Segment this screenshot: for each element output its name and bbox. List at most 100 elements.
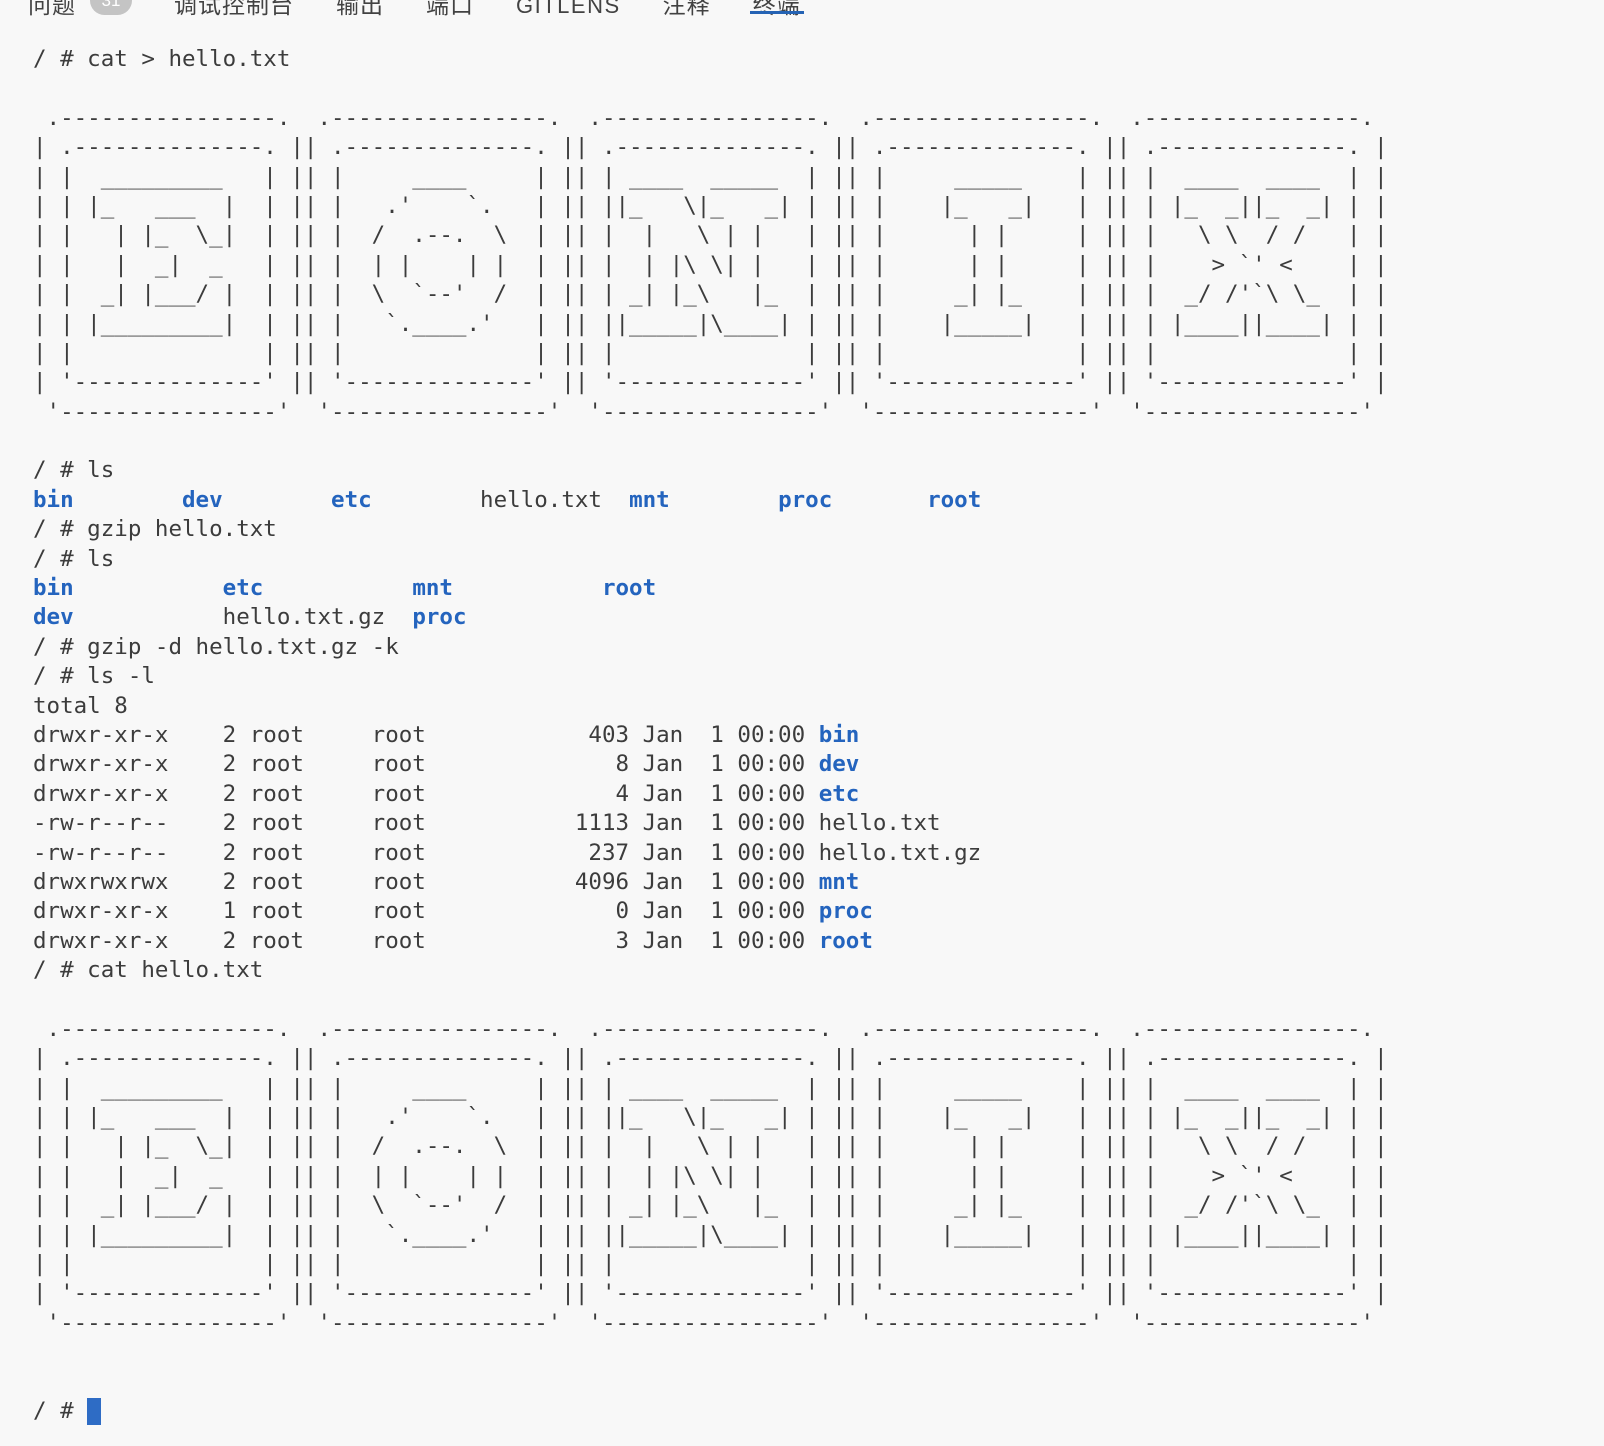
terminal-line: bin etc mnt root bbox=[33, 574, 1604, 603]
terminal-text: | | | || | | || | | || | | || | | | bbox=[33, 1251, 1388, 1278]
panel-tab-debug-console[interactable]: 调试控制台 bbox=[174, 0, 294, 16]
terminal-line: drwxr-xr-x 2 root root 3 Jan 1 00:00 roo… bbox=[33, 927, 1604, 956]
terminal-line: bin dev etc hello.txt mnt proc root bbox=[33, 486, 1604, 515]
terminal-text: | .--------------. || .--------------. |… bbox=[33, 134, 1388, 161]
terminal-line: | | _| |___/ | | || | \ `--' / | || | _|… bbox=[33, 280, 1604, 309]
terminal-text-blue: bin bbox=[818, 721, 860, 748]
terminal-line: / # gzip hello.txt bbox=[33, 515, 1604, 544]
terminal-output[interactable]: / # cat > hello.txt .----------------. .… bbox=[0, 16, 1604, 1426]
terminal-text: drwxr-xr-x 2 root root 403 Jan 1 00:00 bbox=[33, 721, 819, 748]
terminal-text bbox=[74, 575, 223, 601]
terminal-text: -rw-r--r-- 2 root root 1113 Jan 1 00:00 … bbox=[33, 810, 941, 837]
terminal-line: -rw-r--r-- 2 root root 1113 Jan 1 00:00 … bbox=[33, 809, 1604, 838]
terminal-line: drwxr-xr-x 2 root root 4 Jan 1 00:00 etc bbox=[33, 780, 1604, 809]
terminal-text: total 8 bbox=[33, 692, 128, 719]
terminal-text: / # gzip hello.txt bbox=[33, 516, 277, 543]
terminal-text-blue: root bbox=[601, 575, 657, 602]
terminal-text: / # ls bbox=[33, 545, 115, 572]
panel-tab-problems[interactable]: 问题 31 bbox=[28, 0, 132, 16]
terminal-line: | | | |_ \_| | || | / .--. \ | || | | \ … bbox=[33, 221, 1604, 250]
terminal-text: | '--------------' || '--------------' |… bbox=[33, 1280, 1388, 1307]
panel-tab-label: 问题 bbox=[28, 0, 76, 16]
terminal-text-blue: mnt bbox=[818, 868, 860, 895]
terminal-text: | | _________ | || | ____ | || | ____ __… bbox=[33, 1074, 1388, 1101]
terminal-text: | | | _| _ | || | | | | | | || | | |\ \|… bbox=[33, 1162, 1388, 1189]
terminal-text: | | |_________| | || | `.____.' | || ||_… bbox=[33, 310, 1388, 337]
terminal-text-blue: dev bbox=[818, 751, 860, 778]
terminal-line: | .--------------. || .--------------. |… bbox=[33, 133, 1604, 162]
terminal-line: '----------------' '----------------' '-… bbox=[33, 1309, 1604, 1338]
terminal-text bbox=[453, 575, 602, 601]
terminal-line: | | |_________| | || | `.____.' | || ||_… bbox=[33, 1221, 1604, 1250]
terminal-line: .----------------. .----------------. .-… bbox=[33, 1015, 1604, 1044]
panel-tab-bar: 问题 31 调试控制台 输出 端口 GITLENS 注释 终端 bbox=[0, 0, 1604, 16]
terminal-line bbox=[33, 74, 1604, 103]
terminal-text-blue: mnt bbox=[412, 575, 453, 602]
terminal-text: | | _| |___/ | | || | \ `--' / | || | _|… bbox=[33, 281, 1388, 308]
terminal-text: hello.txt.gz bbox=[222, 604, 413, 631]
terminal-text: / # bbox=[33, 1397, 88, 1424]
terminal-text: / # ls -l bbox=[33, 663, 155, 690]
terminal-line: | | | _| _ | || | | | | | | || | | |\ \|… bbox=[33, 251, 1604, 280]
terminal-text: | | | || | | || | | || | | || | | | bbox=[33, 339, 1388, 366]
terminal-text: / # cat > hello.txt bbox=[33, 46, 291, 72]
terminal-text-blue: proc bbox=[412, 604, 467, 631]
terminal-text bbox=[74, 487, 182, 513]
panel-tab-output[interactable]: 输出 bbox=[336, 0, 384, 16]
terminal-text: | | |_ ___ | | || | .' `. | || ||_ \|_ _… bbox=[33, 1104, 1388, 1131]
terminal-text-blue: etc bbox=[222, 575, 264, 602]
terminal-line: | | |_ ___ | | || | .' `. | || ||_ \|_ _… bbox=[33, 192, 1604, 221]
terminal-line: | .--------------. || .--------------. |… bbox=[33, 1044, 1604, 1073]
terminal-line bbox=[33, 427, 1604, 456]
terminal-line: / # cat hello.txt bbox=[33, 956, 1604, 985]
terminal-text-blue: etc bbox=[331, 486, 372, 513]
panel-tab-ports[interactable]: 端口 bbox=[426, 0, 474, 16]
terminal-line: | | | || | | || | | || | | || | | | bbox=[33, 339, 1604, 368]
panel-tab-label: 终端 bbox=[752, 0, 801, 16]
terminal-line: | | _________ | || | ____ | || | ____ __… bbox=[33, 163, 1604, 192]
terminal-text: | | _________ | || | ____ | || | ____ __… bbox=[33, 163, 1388, 190]
terminal-text bbox=[223, 487, 331, 513]
terminal-text: .----------------. .----------------. .-… bbox=[33, 1015, 1388, 1042]
terminal-text bbox=[263, 575, 412, 601]
terminal-line: .----------------. .----------------. .-… bbox=[33, 104, 1604, 133]
terminal-line: | | | || | | || | | || | | || | | | bbox=[33, 1250, 1604, 1279]
terminal-text-blue: dev bbox=[33, 604, 74, 631]
terminal-text-blue: root bbox=[927, 486, 982, 513]
terminal-text: / # gzip -d hello.txt.gz -k bbox=[33, 633, 399, 660]
terminal-line: drwxr-xr-x 2 root root 8 Jan 1 00:00 dev bbox=[33, 750, 1604, 779]
terminal-line: / # ls bbox=[33, 545, 1604, 574]
panel-tab-gitlens[interactable]: GITLENS bbox=[516, 0, 621, 16]
terminal-line: | | _________ | || | ____ | || | ____ __… bbox=[33, 1074, 1604, 1103]
terminal-line: / # ls bbox=[33, 456, 1604, 485]
terminal-text: drwxr-xr-x 1 root root 0 Jan 1 00:00 bbox=[33, 898, 819, 925]
terminal-text: / # cat hello.txt bbox=[33, 957, 264, 984]
terminal-text: | | _| |___/ | | || | \ `--' / | || | _|… bbox=[33, 1192, 1388, 1219]
terminal-text bbox=[74, 604, 223, 630]
terminal-text-blue: dev bbox=[182, 486, 223, 513]
terminal-line: | '--------------' || '--------------' |… bbox=[33, 368, 1604, 397]
terminal-line bbox=[33, 986, 1604, 1015]
terminal-text bbox=[670, 487, 778, 513]
terminal-line: | | |_________| | || | `.____.' | || ||_… bbox=[33, 310, 1604, 339]
terminal-text: drwxr-xr-x 2 root root 8 Jan 1 00:00 bbox=[33, 751, 819, 778]
terminal-line: / # cat > hello.txt bbox=[33, 45, 1604, 74]
terminal-text: drwxr-xr-x 2 root root 4 Jan 1 00:00 bbox=[33, 780, 819, 807]
terminal-line: | | _| |___/ | | || | \ `--' / | || | _|… bbox=[33, 1191, 1604, 1220]
panel-tab-terminal[interactable]: 终端 bbox=[749, 0, 804, 16]
terminal-text-blue: proc bbox=[778, 486, 833, 513]
terminal-line bbox=[33, 1368, 1604, 1397]
terminal-line: | | | _| _ | || | | | | | | || | | |\ \|… bbox=[33, 1162, 1604, 1191]
terminal-line: drwxr-xr-x 2 root root 403 Jan 1 00:00 b… bbox=[33, 721, 1604, 750]
terminal-line: / # bbox=[33, 1397, 1604, 1426]
panel-tab-comments[interactable]: 注释 bbox=[663, 0, 711, 16]
panel-tab-label: 注释 bbox=[662, 0, 711, 16]
terminal-text: | | | _| _ | || | | | | | | || | | |\ \|… bbox=[33, 251, 1388, 278]
terminal-text: | | | |_ \_| | || | / .--. \ | || | | \ … bbox=[33, 1133, 1388, 1160]
panel-tab-label: 输出 bbox=[336, 0, 384, 16]
terminal-text: drwxrwxrwx 2 root root 4096 Jan 1 00:00 bbox=[33, 868, 819, 895]
problems-count-badge: 31 bbox=[90, 0, 132, 15]
terminal-text bbox=[372, 487, 480, 513]
panel-tab-label: 端口 bbox=[426, 0, 474, 16]
